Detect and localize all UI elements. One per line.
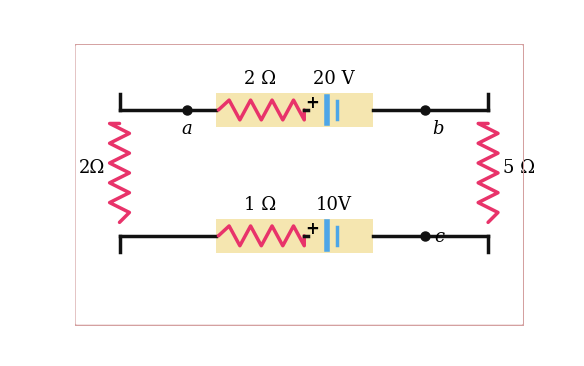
Text: 5 Ω: 5 Ω xyxy=(503,160,535,178)
Text: +: + xyxy=(305,220,319,238)
Text: c: c xyxy=(434,228,444,246)
Text: 10V: 10V xyxy=(316,196,352,214)
Text: 2Ω: 2Ω xyxy=(78,160,105,178)
Text: 1 Ω: 1 Ω xyxy=(244,196,276,214)
Text: b: b xyxy=(432,120,443,138)
Text: a: a xyxy=(182,120,192,138)
FancyBboxPatch shape xyxy=(216,219,373,253)
Text: 2 Ω: 2 Ω xyxy=(244,70,276,89)
Text: +: + xyxy=(305,94,319,112)
FancyBboxPatch shape xyxy=(216,93,373,127)
Text: 20 V: 20 V xyxy=(314,70,355,89)
